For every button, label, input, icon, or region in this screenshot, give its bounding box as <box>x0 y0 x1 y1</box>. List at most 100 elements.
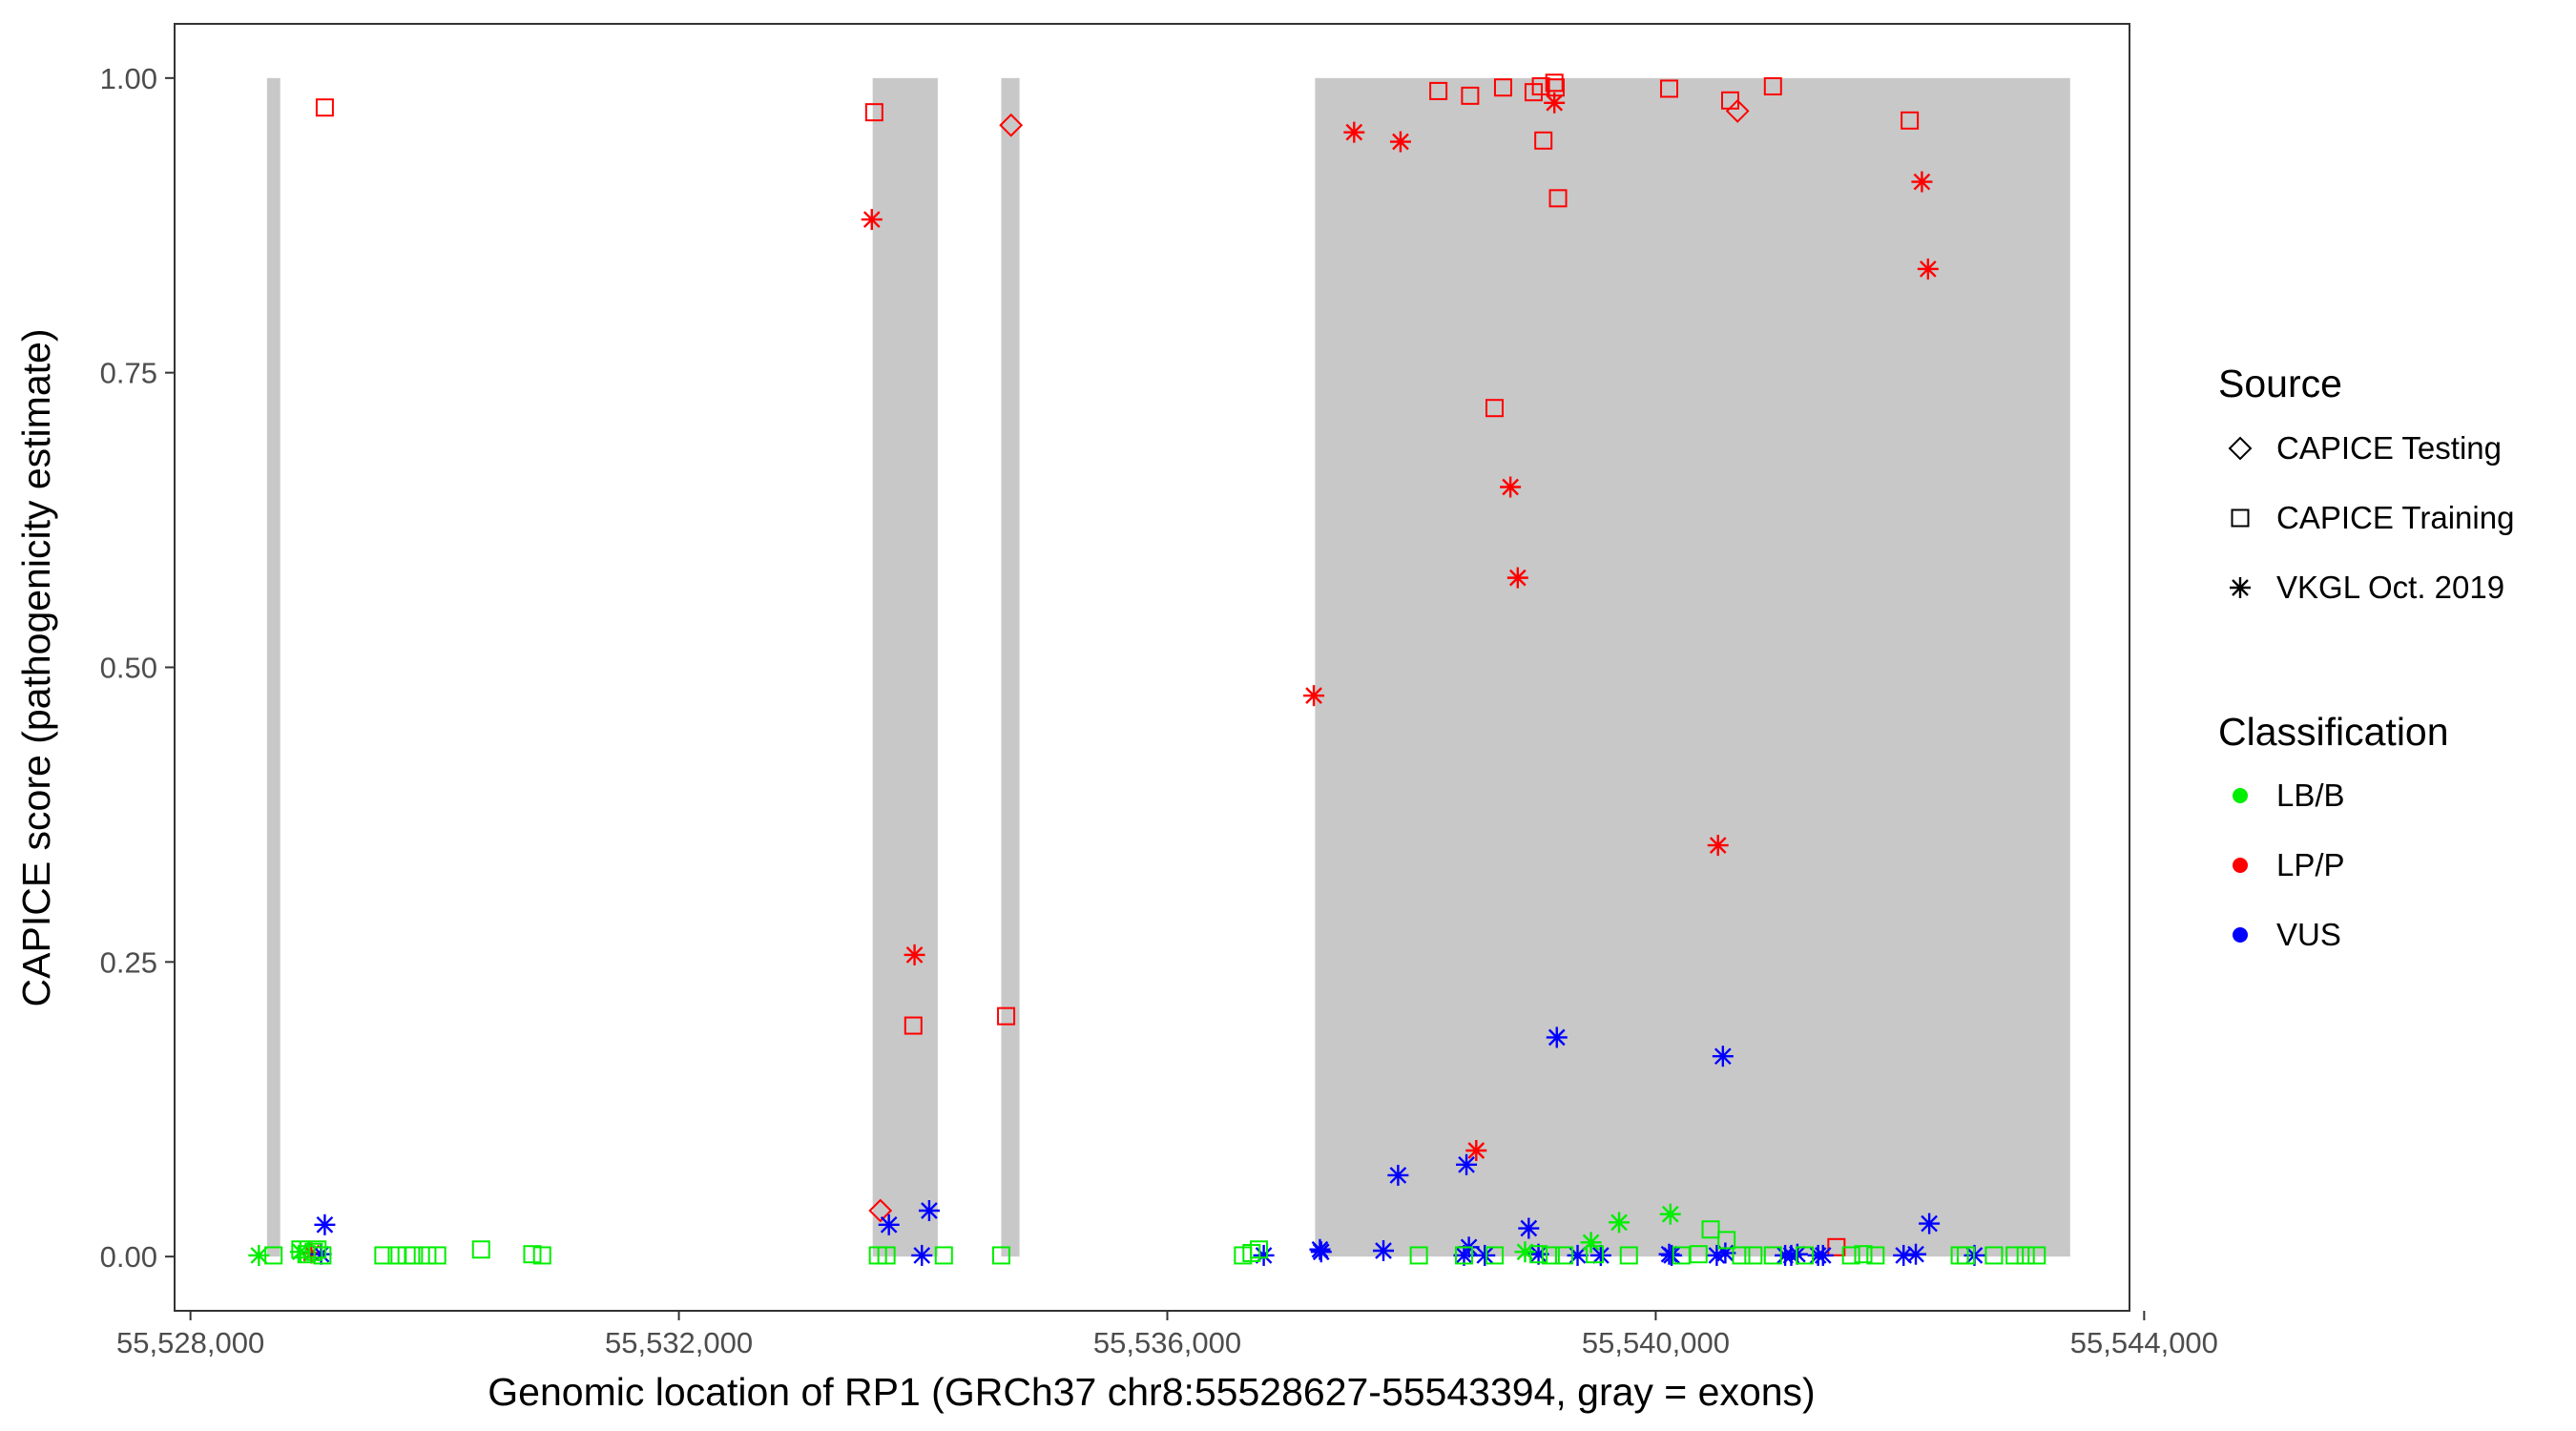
point-diamond-lp-p <box>999 113 1024 137</box>
point-square-lb-b <box>1541 1246 1560 1265</box>
point-square-lb-b <box>1841 1246 1860 1265</box>
point-asterisk-lp-p <box>1506 567 1528 589</box>
point-asterisk-vus <box>1661 1244 1683 1266</box>
point-square-lb-b <box>2027 1246 2046 1265</box>
point-square-lb-b <box>1957 1246 1976 1265</box>
point-square-lb-b <box>2016 1246 2035 1265</box>
point-square-lb-b <box>308 1240 327 1259</box>
legend-classification-label: LP/P <box>2276 847 2345 882</box>
legend-source-label: CAPICE Testing <box>2276 430 2502 466</box>
point-asterisk-vus <box>1453 1244 1475 1266</box>
legend-source-title: Source <box>2218 362 2342 405</box>
point-square-lb-b <box>1454 1246 1473 1265</box>
point-asterisk-lp-p <box>1917 258 1939 280</box>
point-asterisk-vus <box>878 1213 900 1235</box>
point-asterisk-lb-b <box>1580 1232 1602 1254</box>
point-asterisk-vus <box>1919 1213 1941 1234</box>
point-square-lp-p <box>864 103 883 122</box>
point-asterisk-vus <box>911 1244 933 1266</box>
point-square-lb-b <box>1409 1246 1428 1265</box>
point-asterisk-vus <box>1712 1046 1734 1068</box>
point-diamond-lp-p <box>1725 99 1750 123</box>
legend-classification-label: LB/B <box>2276 778 2345 813</box>
exon-band-2 <box>872 77 938 1257</box>
y-tick-label: 0.25 <box>100 945 157 979</box>
legend-classification-label: VUS <box>2276 917 2341 952</box>
point-asterisk-vus <box>1518 1217 1540 1239</box>
exon-band-3 <box>1001 77 1020 1257</box>
point-asterisk-lb-b <box>1609 1212 1631 1234</box>
point-square-lb-b <box>1485 1246 1504 1265</box>
exon-band-4 <box>1315 77 2070 1257</box>
legend-key-asterisk <box>2230 577 2251 598</box>
point-square-lp-p <box>1546 78 1565 97</box>
point-asterisk-vus <box>1373 1239 1395 1261</box>
point-asterisk-lp-p <box>1303 685 1325 707</box>
legend-source-label: CAPICE Training <box>2276 500 2514 535</box>
point-square-lb-b <box>418 1246 437 1265</box>
point-asterisk-lp-p <box>1389 131 1411 153</box>
point-square-lp-p <box>1901 111 1920 130</box>
point-asterisk-lp-p <box>1911 171 1933 193</box>
legend-classification: Classification LB/B LP/P VUS <box>2218 710 2449 952</box>
y-axis-title: CAPICE score (pathogenicity estimate) <box>14 329 58 1007</box>
point-asterisk-lp-p <box>1707 835 1729 857</box>
point-square-lb-b <box>532 1246 551 1265</box>
point-square-lb-b <box>1585 1245 1604 1264</box>
legend-key-dot <box>2233 927 2248 943</box>
point-square-lb-b <box>523 1245 542 1264</box>
point-square-lb-b <box>2005 1246 2025 1265</box>
point-square-lb-b <box>991 1246 1010 1265</box>
point-asterisk-lp-p <box>904 944 925 965</box>
point-asterisk-vus <box>1456 1153 1478 1175</box>
y-tick-label: 0.50 <box>100 652 157 685</box>
y-axis: 0.00 0.25 0.50 0.75 1.00 <box>100 62 175 1274</box>
point-asterisk-vus <box>1589 1244 1611 1266</box>
exon-band-1 <box>266 77 280 1257</box>
legend-source-label: VKGL Oct. 2019 <box>2276 570 2504 605</box>
point-square-lb-b <box>313 1246 332 1265</box>
legend-key-dot <box>2233 858 2248 873</box>
x-axis: 55,528,000 55,532,000 55,536,000 55,540,000… <box>116 1311 2218 1359</box>
data-points <box>248 73 2046 1266</box>
point-square-lb-b <box>1689 1245 1708 1264</box>
point-square-lb-b <box>264 1246 283 1265</box>
point-diamond-lp-p <box>868 1198 893 1223</box>
point-asterisk-vus <box>1527 1243 1549 1265</box>
point-asterisk-vus <box>1310 1241 1332 1263</box>
point-square-lp-p <box>315 98 334 117</box>
point-square-lp-p <box>1485 399 1504 418</box>
point-square-lb-b <box>934 1246 953 1265</box>
point-square-lp-p <box>1763 76 1782 95</box>
point-asterisk-lp-p <box>1500 476 1522 498</box>
legend-source: Source CAPICE Testing CAPICE Training VKGL… <box>2218 362 2514 605</box>
point-asterisk-lb-b <box>1659 1203 1681 1225</box>
x-tick-label: 55,528,000 <box>116 1326 264 1359</box>
point-square-lb-b <box>405 1246 424 1265</box>
point-asterisk-lp-p <box>1343 121 1365 143</box>
point-square-lb-b <box>374 1246 393 1265</box>
point-square-lb-b <box>471 1240 490 1259</box>
point-square-lp-p <box>1660 79 1679 98</box>
point-square-lb-b <box>1701 1220 1720 1239</box>
point-square-lb-b <box>1717 1231 1736 1250</box>
point-square-lp-p <box>1461 86 1480 105</box>
point-asterisk-vus <box>1387 1164 1409 1186</box>
point-square-lb-b <box>877 1246 896 1265</box>
x-tick-label: 55,536,000 <box>1093 1326 1241 1359</box>
point-square-lp-p <box>1548 189 1568 208</box>
point-square-lb-b <box>1249 1240 1268 1259</box>
point-asterisk-vus <box>1474 1244 1496 1266</box>
y-tick-label: 1.00 <box>100 62 157 95</box>
legend-key-diamond <box>2228 436 2253 461</box>
legend-key-dot <box>2233 788 2248 803</box>
point-asterisk-lb-b <box>1514 1241 1536 1263</box>
point-asterisk-vus <box>314 1213 336 1235</box>
point-square-lb-b <box>1854 1245 1873 1264</box>
point-square-lb-b <box>427 1246 447 1265</box>
y-tick-label: 0.75 <box>100 357 157 390</box>
point-square-lp-p <box>1429 81 1448 100</box>
point-square-lb-b <box>1984 1246 2004 1265</box>
